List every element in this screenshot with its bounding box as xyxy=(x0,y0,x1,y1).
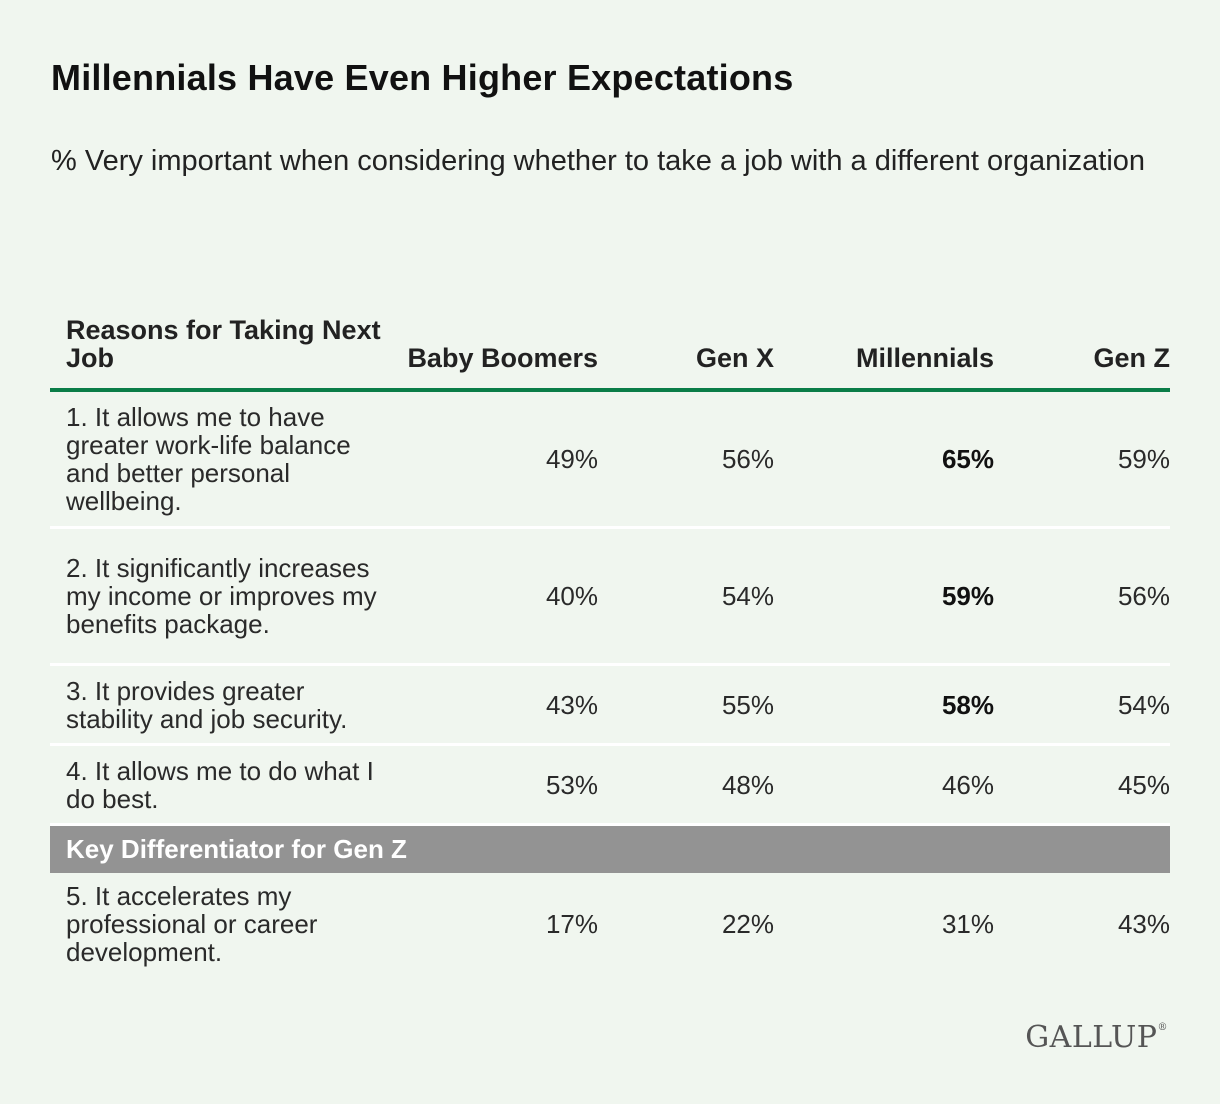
value-cell: 43% xyxy=(545,689,598,720)
value-cell: 53% xyxy=(545,769,598,800)
value-cell: 31% xyxy=(941,909,994,939)
data-table: Reasons for Taking Next Job Baby Boomers… xyxy=(50,300,1170,975)
value-cell: 55% xyxy=(721,689,774,720)
value-cell-highlight: 65% xyxy=(941,444,994,474)
row-label: 3. It provides greater stability and job… xyxy=(66,675,348,734)
value-cell: 43% xyxy=(1117,909,1170,939)
value-cell-highlight: 59% xyxy=(941,581,994,611)
value-cell-highlight: 58% xyxy=(941,689,994,720)
row-label: 5. It accelerates my professional or car… xyxy=(66,881,318,967)
table-row: 2. It significantly increases my income … xyxy=(50,529,1170,666)
chart-subtitle: % Very important when considering whethe… xyxy=(51,145,1146,177)
value-cell: 49% xyxy=(545,444,598,474)
row-label: 2. It significantly increases my income … xyxy=(66,553,377,639)
column-header-reasons: Reasons for Taking Next Job xyxy=(66,315,381,373)
value-cell: 54% xyxy=(1117,689,1170,720)
value-cell: 40% xyxy=(545,581,598,611)
value-cell: 59% xyxy=(1117,444,1170,474)
column-header-gen-z: Gen Z xyxy=(1093,343,1170,373)
table-row: 1. It allows me to have greater work-lif… xyxy=(50,392,1170,529)
table-row: 5. It accelerates my professional or car… xyxy=(50,873,1170,975)
table-row: 4. It allows me to do what I do best. 53… xyxy=(50,746,1170,826)
gallup-logo: GALLUP® xyxy=(1025,1020,1168,1055)
table-header-row: Reasons for Taking Next Job Baby Boomers… xyxy=(50,300,1170,392)
table-row: 3. It provides greater stability and job… xyxy=(50,666,1170,746)
value-cell: 56% xyxy=(721,444,774,474)
section-header-key-differentiator: Key Differentiator for Gen Z xyxy=(50,826,1170,873)
row-label: 1. It allows me to have greater work-lif… xyxy=(66,402,351,516)
value-cell: 45% xyxy=(1117,769,1170,800)
column-header-millennials: Millennials xyxy=(855,343,994,373)
value-cell: 54% xyxy=(721,581,774,611)
value-cell: 56% xyxy=(1117,581,1170,611)
registered-mark-icon: ® xyxy=(1157,1022,1168,1033)
logo-text: GALLUP xyxy=(1025,1020,1158,1055)
value-cell: 48% xyxy=(721,769,774,800)
value-cell: 17% xyxy=(545,909,598,939)
chart-title: Millennials Have Even Higher Expectation… xyxy=(51,57,794,98)
value-cell: 46% xyxy=(941,769,994,800)
section-header-label: Key Differentiator for Gen Z xyxy=(66,834,407,864)
column-header-baby-boomers: Baby Boomers xyxy=(407,343,598,373)
value-cell: 22% xyxy=(721,909,774,939)
row-label: 4. It allows me to do what I do best. xyxy=(66,755,374,814)
column-header-gen-x: Gen X xyxy=(695,343,774,373)
